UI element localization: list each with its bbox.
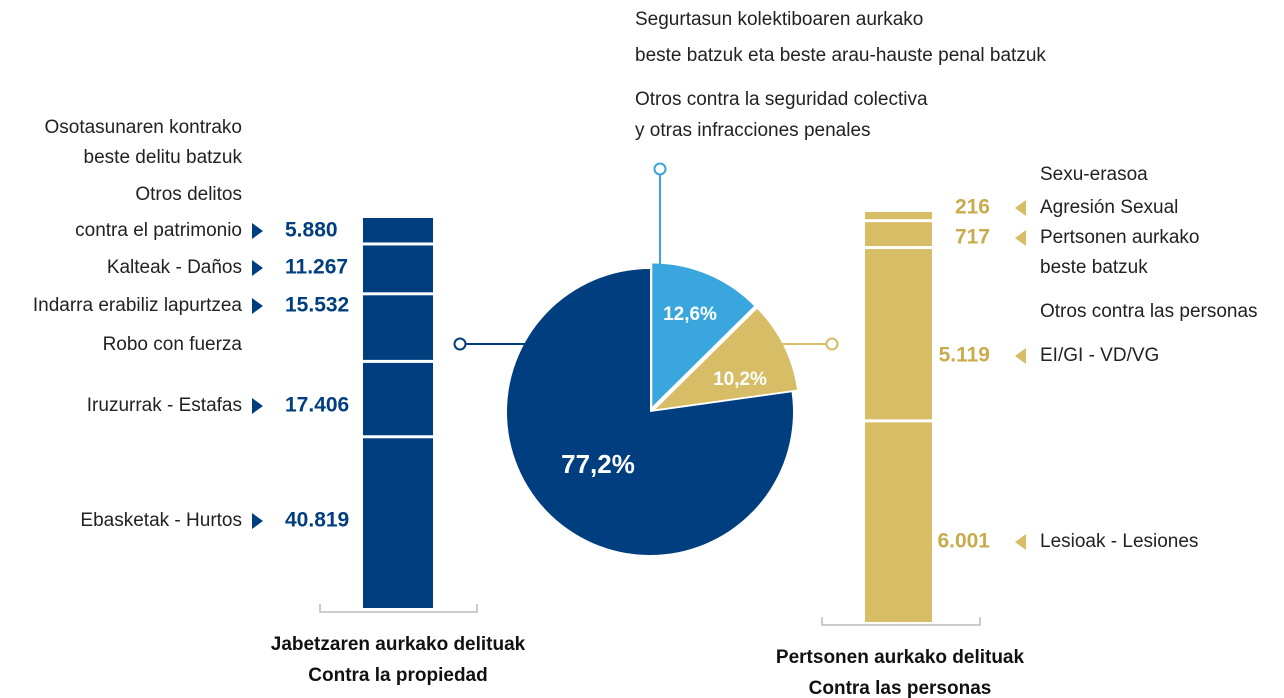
pointer — [252, 223, 263, 239]
segment-label: Indarra erabiliz lapurtzea — [33, 295, 243, 316]
segment-label: Otros contra las personas — [1040, 301, 1258, 322]
pointer — [252, 260, 263, 276]
value-label: 5.880 — [285, 219, 338, 242]
segment-label: contra el patrimonio — [75, 220, 242, 241]
connector-dot — [453, 337, 467, 351]
pointer — [252, 398, 263, 414]
slice-label: 77,2% — [561, 449, 635, 479]
annotation: Segurtasun kolektiboaren aurkako — [635, 9, 923, 30]
pointer — [252, 513, 263, 529]
bar-segment — [865, 422, 932, 622]
connector-dot — [653, 162, 667, 176]
annotation: Otros contra la seguridad colectiva — [635, 89, 928, 110]
pointer — [1015, 534, 1026, 550]
bar-segment — [363, 245, 433, 293]
value-label: 15.532 — [285, 294, 349, 317]
value-label: 717 — [955, 226, 990, 249]
segment-label: Iruzurrak - Estafas — [87, 395, 242, 416]
bar-segment — [865, 222, 932, 247]
slice-label: 10,2% — [713, 369, 767, 390]
pointer — [1015, 200, 1026, 216]
chart-title: Jabetzaren aurkako delituak — [271, 634, 526, 655]
segment-label: Agresión Sexual — [1040, 197, 1178, 218]
annotation: beste batzuk eta beste arau-hauste penal… — [635, 45, 1046, 66]
segment-label: beste batzuk — [1040, 257, 1148, 278]
value-label: 11.267 — [285, 256, 348, 279]
chart-title: Pertsonen aurkako delituak — [776, 647, 1025, 668]
connector-dot — [825, 337, 839, 351]
segment-label: Otros delitos — [135, 184, 242, 205]
pie-slice — [507, 269, 793, 555]
bar-segment — [363, 438, 433, 608]
chart-title: Contra las personas — [809, 678, 992, 698]
segment-label: Robo con fuerza — [103, 334, 243, 355]
segment-label: EI/GI - VD/VG — [1040, 345, 1159, 366]
bar-segment — [363, 362, 433, 436]
segment-label: Osotasunaren kontrako — [44, 117, 242, 138]
pie-slice — [652, 263, 755, 407]
bar-segment — [363, 295, 433, 360]
value-label: 5.119 — [939, 344, 990, 367]
bar-segment — [363, 218, 433, 243]
pointer — [252, 298, 263, 314]
value-label: 40.819 — [285, 509, 349, 532]
segment-label: Ebasketak - Hurtos — [80, 510, 242, 531]
pointer — [1015, 230, 1026, 246]
segment-label: Pertsonen aurkako — [1040, 227, 1200, 248]
bracket — [821, 617, 981, 626]
segment-label: Lesioak - Lesiones — [1040, 531, 1198, 552]
value-label: 216 — [955, 196, 990, 219]
value-label: 17.406 — [285, 394, 349, 417]
annotation: y otras infracciones penales — [635, 120, 871, 141]
bracket — [319, 604, 478, 613]
bar-segment — [865, 249, 932, 420]
segment-label: Kalteak - Daños — [107, 257, 242, 278]
slice-label: 12,6% — [663, 304, 717, 325]
pie-slice — [655, 308, 798, 410]
segment-label: beste delitu batzuk — [84, 147, 243, 168]
chart-title: Contra la propiedad — [308, 665, 487, 686]
pointer — [1015, 348, 1026, 364]
segment-label: Sexu-erasoa — [1040, 164, 1148, 185]
value-label: 6.001 — [937, 530, 990, 553]
bar-segment — [865, 212, 932, 220]
